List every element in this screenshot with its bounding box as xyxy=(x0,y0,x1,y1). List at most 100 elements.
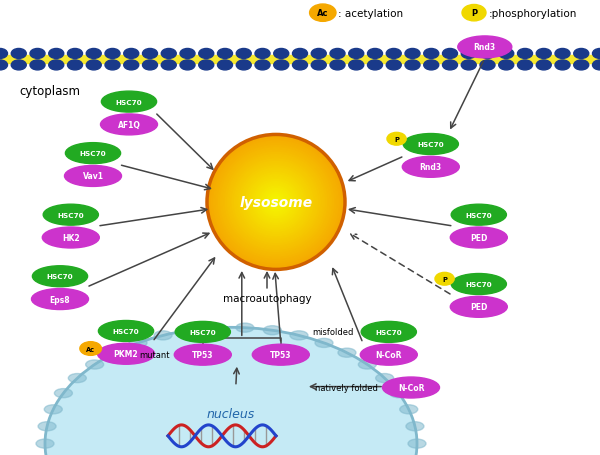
Ellipse shape xyxy=(0,49,7,59)
Ellipse shape xyxy=(267,193,285,212)
Text: Vav1: Vav1 xyxy=(83,172,104,181)
Ellipse shape xyxy=(105,49,120,59)
Bar xyxy=(0,56,600,64)
Text: :phosphorylation: :phosphorylation xyxy=(488,9,577,19)
Text: HSC70: HSC70 xyxy=(80,151,106,157)
Ellipse shape xyxy=(32,266,88,287)
Text: mutant: mutant xyxy=(139,350,170,359)
Text: natively folded: natively folded xyxy=(315,383,378,392)
Ellipse shape xyxy=(265,191,287,214)
Text: PKM2: PKM2 xyxy=(113,349,139,359)
Ellipse shape xyxy=(408,439,426,448)
Ellipse shape xyxy=(405,61,420,71)
Text: Eps8: Eps8 xyxy=(50,295,70,304)
Ellipse shape xyxy=(274,61,289,71)
Ellipse shape xyxy=(11,61,26,71)
Ellipse shape xyxy=(367,61,383,71)
Ellipse shape xyxy=(208,324,226,333)
Ellipse shape xyxy=(143,61,157,71)
Text: HSC70: HSC70 xyxy=(376,329,402,335)
Ellipse shape xyxy=(361,322,416,343)
Text: TP53: TP53 xyxy=(192,350,214,359)
Ellipse shape xyxy=(236,61,251,71)
Text: TP53: TP53 xyxy=(270,350,292,359)
Text: PED: PED xyxy=(470,233,487,243)
Ellipse shape xyxy=(383,377,440,398)
Ellipse shape xyxy=(435,273,454,286)
Text: Ac: Ac xyxy=(317,9,329,18)
Ellipse shape xyxy=(232,160,320,245)
Ellipse shape xyxy=(101,92,157,113)
Ellipse shape xyxy=(451,205,506,226)
Text: lysosome: lysosome xyxy=(239,196,313,209)
Ellipse shape xyxy=(101,115,157,136)
Ellipse shape xyxy=(86,360,104,369)
Ellipse shape xyxy=(65,143,121,164)
Ellipse shape xyxy=(30,61,45,71)
Text: P: P xyxy=(394,136,399,142)
Ellipse shape xyxy=(443,49,458,59)
Ellipse shape xyxy=(65,166,121,187)
Text: : acetylation: : acetylation xyxy=(338,9,404,19)
Ellipse shape xyxy=(44,405,62,414)
Ellipse shape xyxy=(218,147,334,258)
Ellipse shape xyxy=(218,49,233,59)
Ellipse shape xyxy=(38,422,56,431)
Ellipse shape xyxy=(406,422,424,431)
Ellipse shape xyxy=(248,176,304,229)
Ellipse shape xyxy=(574,49,589,59)
Ellipse shape xyxy=(256,182,296,222)
Ellipse shape xyxy=(207,135,345,270)
Ellipse shape xyxy=(555,61,570,71)
Ellipse shape xyxy=(358,360,376,369)
Ellipse shape xyxy=(209,137,343,268)
Ellipse shape xyxy=(257,185,295,220)
Ellipse shape xyxy=(32,289,89,310)
Ellipse shape xyxy=(218,61,233,71)
Text: PED: PED xyxy=(470,303,487,312)
Ellipse shape xyxy=(424,61,439,71)
Ellipse shape xyxy=(49,49,64,59)
Ellipse shape xyxy=(260,187,292,218)
Ellipse shape xyxy=(30,49,45,59)
Ellipse shape xyxy=(386,61,401,71)
Ellipse shape xyxy=(274,200,278,205)
Ellipse shape xyxy=(255,61,270,71)
Ellipse shape xyxy=(360,344,418,365)
Ellipse shape xyxy=(97,344,155,364)
Ellipse shape xyxy=(386,49,401,59)
Ellipse shape xyxy=(461,61,476,71)
Ellipse shape xyxy=(226,153,326,252)
Text: cytoplasm: cytoplasm xyxy=(19,85,80,97)
Ellipse shape xyxy=(443,61,458,71)
Ellipse shape xyxy=(236,324,254,333)
Ellipse shape xyxy=(311,49,326,59)
Ellipse shape xyxy=(161,61,176,71)
Ellipse shape xyxy=(376,374,394,383)
Ellipse shape xyxy=(124,49,139,59)
Ellipse shape xyxy=(330,61,345,71)
Ellipse shape xyxy=(253,180,299,225)
Ellipse shape xyxy=(480,49,495,59)
Ellipse shape xyxy=(86,61,101,71)
Ellipse shape xyxy=(262,189,290,216)
Ellipse shape xyxy=(175,322,230,343)
Ellipse shape xyxy=(42,228,100,248)
Text: AF1Q: AF1Q xyxy=(118,121,140,130)
Text: P: P xyxy=(442,276,447,282)
Text: N-CoR: N-CoR xyxy=(398,383,424,392)
Ellipse shape xyxy=(271,198,281,207)
Ellipse shape xyxy=(237,164,315,241)
Ellipse shape xyxy=(244,171,308,234)
Ellipse shape xyxy=(154,331,172,340)
Ellipse shape xyxy=(251,178,301,227)
Ellipse shape xyxy=(180,61,195,71)
Text: HSC70: HSC70 xyxy=(47,273,73,280)
Ellipse shape xyxy=(253,344,310,365)
Text: nucleus: nucleus xyxy=(207,408,255,420)
Ellipse shape xyxy=(49,61,64,71)
Text: HSC70: HSC70 xyxy=(113,328,139,334)
Ellipse shape xyxy=(389,389,407,398)
Ellipse shape xyxy=(216,144,336,261)
Ellipse shape xyxy=(181,326,199,335)
